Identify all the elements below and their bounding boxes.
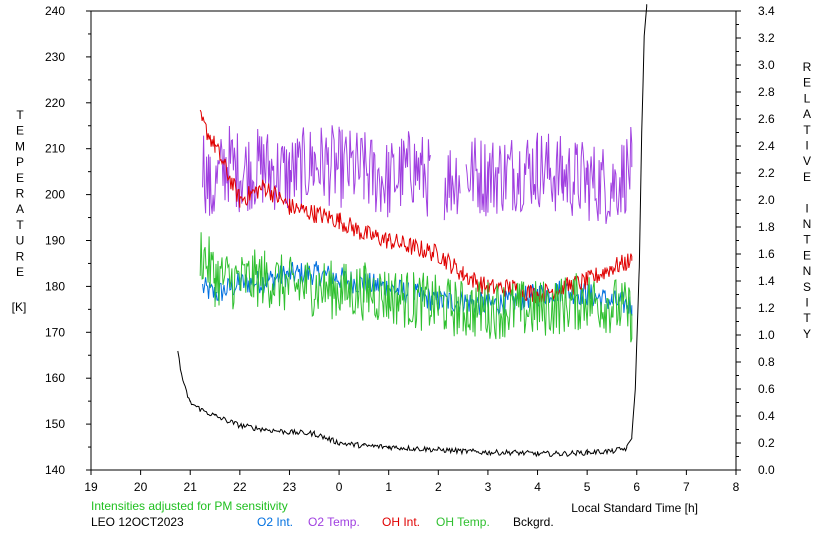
right-tick-label: 3.0	[758, 58, 775, 72]
right-axis-letter: V	[803, 154, 811, 168]
right-tick-label: 2.4	[758, 139, 775, 153]
right-tick-label: 0.4	[758, 409, 775, 423]
x-tick-label: 1	[385, 480, 392, 494]
legend-entry: O2 Int.	[257, 515, 293, 529]
right-tick-label: 1.0	[758, 328, 775, 342]
right-tick-label: 2.0	[758, 193, 775, 207]
left-axis-letter: A	[16, 202, 24, 216]
series-o2-temp	[202, 125, 633, 224]
x-tick-label: 6	[633, 480, 640, 494]
left-tick-label: 180	[45, 279, 65, 293]
x-tick-label: 8	[733, 480, 740, 494]
x-axis-label: Local Standard Time [h]	[571, 501, 698, 515]
right-tick-label: 3.2	[758, 31, 775, 45]
right-tick-label: 2.8	[758, 85, 775, 99]
x-tick-label: 7	[683, 480, 690, 494]
left-axis-letter: E	[16, 171, 24, 185]
left-axis-letter: T	[16, 218, 24, 232]
right-tick-label: 0.2	[758, 436, 775, 450]
right-axis-letter: N	[803, 264, 812, 278]
series-layer	[177, 4, 648, 458]
left-axis-unit: [K]	[12, 300, 27, 314]
series-bckgrd	[177, 4, 648, 458]
right-tick-label: 0.8	[758, 355, 775, 369]
right-axis-letter: I	[805, 201, 808, 215]
x-tick-label: 2	[435, 480, 442, 494]
right-axis-letter: I	[805, 296, 808, 310]
right-axis-letter: S	[803, 280, 811, 294]
left-axis-letter: E	[16, 265, 24, 279]
right-tick-label: 1.8	[758, 220, 775, 234]
left-tick-label: 160	[45, 371, 65, 385]
right-tick-label: 0.0	[758, 463, 775, 477]
right-tick-label: 1.6	[758, 247, 775, 261]
left-axis-letter: P	[16, 155, 24, 169]
right-tick-label: 2.6	[758, 112, 775, 126]
right-tick-label: 1.2	[758, 301, 775, 315]
x-tick-label: 4	[534, 480, 541, 494]
legend-entry: O2 Temp.	[308, 515, 360, 529]
legend-entry: Bckgrd.	[513, 515, 554, 529]
left-axis-letter: M	[15, 139, 25, 153]
x-tick-label: 19	[84, 480, 98, 494]
left-tick-label: 170	[45, 325, 65, 339]
x-tick-label: 3	[485, 480, 492, 494]
series-oh-temp	[199, 232, 633, 343]
left-axis-letter: R	[16, 187, 25, 201]
x-tick-label: 0	[336, 480, 343, 494]
right-tick-label: 0.6	[758, 382, 775, 396]
left-axis-letter: U	[16, 234, 25, 248]
right-tick-label: 3.4	[758, 4, 775, 18]
left-axis-letter: T	[16, 108, 24, 122]
x-tick-label: 23	[283, 480, 297, 494]
right-axis-letter: A	[803, 107, 811, 121]
left-tick-label: 200	[45, 188, 65, 202]
left-tick-label: 220	[45, 96, 65, 110]
left-tick-label: 240	[45, 4, 65, 18]
x-axis-ticks: 19 20 21 22 23 0 1 2 3 4 5 6 7 8	[84, 470, 740, 494]
right-axis-letter: E	[803, 248, 811, 262]
right-axis-letter: L	[804, 91, 811, 105]
right-axis-ticks: 0.0 0.2 0.4 0.6 0.8 1.0 1.2 1.4 1.6 1.8 2.0 2.2 2.4 2…	[736, 4, 775, 477]
left-axis-letter: R	[16, 249, 25, 263]
left-axis-ticks: 140 150 160 170 180 190 200 210 220 230 240	[45, 4, 91, 477]
right-axis-letter: T	[803, 123, 811, 137]
right-axis-letter: R	[803, 60, 812, 74]
x-tick-label: 5	[584, 480, 591, 494]
right-tick-label: 1.4	[758, 274, 775, 288]
sensitivity-note: Intensities adjusted for PM sensitivity	[91, 499, 288, 513]
right-axis-letter: T	[803, 311, 811, 325]
right-axis-letter: E	[803, 76, 811, 90]
left-tick-label: 210	[45, 142, 65, 156]
right-axis-letter: Y	[803, 327, 811, 341]
right-tick-label: 2.2	[758, 166, 775, 180]
left-tick-label: 150	[45, 417, 65, 431]
right-axis-letter: T	[803, 233, 811, 247]
right-axis-letter: N	[803, 217, 812, 231]
left-tick-label: 140	[45, 463, 65, 477]
left-axis-letter: E	[16, 124, 24, 138]
station-label: LEO 12OCT2023	[91, 515, 184, 529]
legend: O2 Int. O2 Temp. OH Int. OH Temp. Bckgrd.	[257, 515, 554, 529]
x-tick-label: 22	[233, 480, 247, 494]
right-axis-letter: E	[803, 170, 811, 184]
legend-entry: OH Int.	[382, 515, 420, 529]
left-tick-label: 230	[45, 50, 65, 64]
legend-entry: OH Temp.	[436, 515, 490, 529]
x-tick-label: 21	[184, 480, 198, 494]
right-axis-letter: I	[805, 139, 808, 153]
x-tick-label: 20	[134, 480, 148, 494]
left-tick-label: 190	[45, 234, 65, 248]
